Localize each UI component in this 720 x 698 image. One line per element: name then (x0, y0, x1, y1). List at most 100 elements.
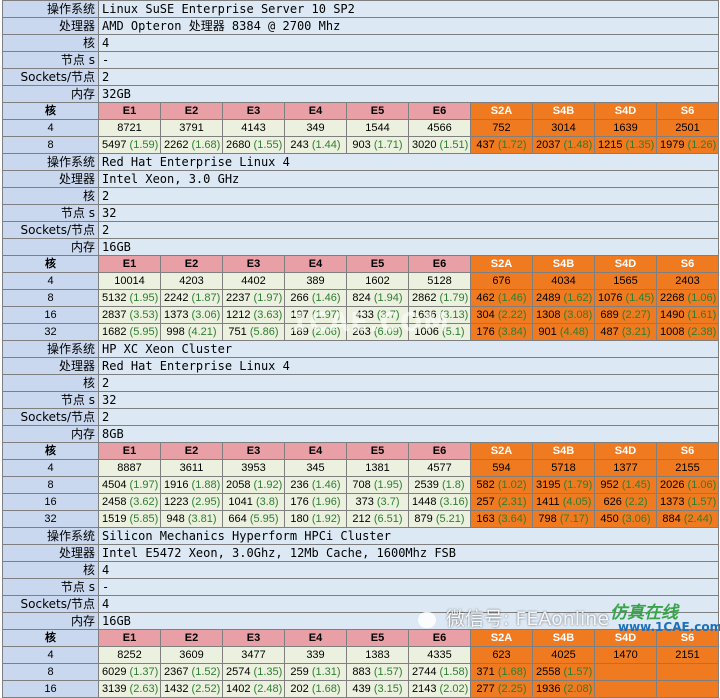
value-cell: 259 (1.31) (284, 663, 347, 681)
sockets-value: 2 (97, 408, 720, 426)
speedup-ratio: (2.08) (563, 682, 593, 695)
column-header: E6 (408, 629, 471, 647)
value-cell (594, 680, 657, 698)
value-cell: 10014 (98, 272, 161, 290)
time-value: 2837 (102, 308, 127, 321)
speedup-ratio: (3.62) (129, 495, 159, 508)
time-value: 1373 (660, 495, 685, 508)
speedup-ratio: (5.95) (129, 325, 159, 338)
core-count-cell: 4 (2, 646, 99, 664)
speedup-ratio: (1.46) (311, 478, 341, 491)
time-value: 4335 (427, 648, 452, 661)
value-cell: 1076 (1.45) (594, 289, 657, 307)
time-value: 4577 (427, 461, 452, 474)
speedup-ratio: (2.95) (191, 495, 221, 508)
time-value: 236 (290, 478, 309, 491)
time-value: 304 (476, 308, 495, 321)
time-value: 10014 (114, 274, 145, 287)
value-cell: 257 (2.31) (470, 493, 533, 511)
value-cell: 1490 (1.61) (655, 306, 720, 324)
cores-label: 核 (2, 374, 99, 392)
os-value: Silicon Mechanics Hyperform HPCi Cluster (97, 527, 720, 545)
table-row: 32 1519 (5.85) 948 (3.81) 664 (5.95) 180 (1.… (2, 510, 720, 528)
sockets-label: Sockets/节点 (2, 221, 99, 239)
speedup-ratio: (3.06) (621, 512, 651, 525)
value-cell: 2242 (1.87) (160, 289, 223, 307)
value-cell: 189 (2.06) (284, 323, 347, 341)
cpu-value: Intel E5472 Xeon, 3.0Ghz, 12Mb Cache, 16… (97, 544, 720, 562)
speedup-ratio: (3.64) (497, 512, 527, 525)
memory-label: 内存 (2, 612, 99, 630)
time-value: 1682 (102, 325, 127, 338)
value-cell: 1544 (346, 119, 409, 137)
column-header: E6 (408, 442, 471, 460)
column-header: E5 (346, 629, 409, 647)
info-row: Sockets/节点 2 (2, 68, 720, 86)
time-value: 176 (290, 495, 309, 508)
speedup-ratio: (1.61) (687, 308, 717, 321)
value-cell: 2862 (1.79) (408, 289, 471, 307)
speedup-ratio: (3.15) (373, 682, 403, 695)
time-value: 163 (476, 512, 495, 525)
speedup-ratio: (2.44) (683, 512, 713, 525)
core-count-cell: 16 (2, 493, 99, 511)
value-cell: 664 (5.95) (222, 510, 285, 528)
value-cell: 1006 (5.1) (408, 323, 471, 341)
column-header: E1 (98, 255, 161, 273)
column-header: E4 (284, 442, 347, 460)
value-cell: 1979 (1.26) (655, 136, 720, 154)
value-cell: 884 (2.44) (655, 510, 720, 528)
value-cell: 752 (470, 119, 533, 137)
sockets-value: 2 (97, 68, 720, 86)
value-cell: 1212 (3.63) (222, 306, 285, 324)
time-value: 3195 (536, 478, 561, 491)
speedup-ratio: (1.68) (497, 665, 527, 678)
time-value: 3611 (179, 461, 204, 474)
column-header: S2A (470, 102, 533, 120)
column-header: S2A (470, 442, 533, 460)
time-value: 462 (476, 291, 495, 304)
time-value: 2058 (226, 478, 251, 491)
time-value: 751 (228, 325, 247, 338)
info-row: 节点 s- (2, 51, 720, 69)
time-value: 3477 (241, 648, 266, 661)
time-value: 1212 (226, 308, 251, 321)
value-cell: 2026 (1.06) (655, 476, 720, 494)
value-cell: 439 (3.15) (346, 680, 409, 698)
cpu-label: 处理器 (2, 170, 99, 188)
speedup-ratio: (1.8) (441, 478, 465, 491)
core-count-header: 核 (2, 629, 99, 647)
speedup-ratio: (1.26) (687, 138, 717, 151)
time-value: 2403 (675, 274, 700, 287)
column-header: E3 (222, 629, 285, 647)
time-value: 176 (476, 325, 495, 338)
cores-label: 核 (2, 34, 99, 52)
time-value: 1041 (228, 495, 253, 508)
column-header: E5 (346, 102, 409, 120)
table-row: 4 8721 3791 4143 349 1544 4566 752 3014 1639 2501 (2, 119, 720, 137)
time-value: 1448 (412, 495, 437, 508)
core-count-cell: 4 (2, 459, 99, 477)
value-cell: 212 (6.51) (346, 510, 409, 528)
column-header: S4D (594, 255, 657, 273)
column-header: E3 (222, 442, 285, 460)
nodes-value: 32 (97, 391, 720, 409)
value-cell: 339 (284, 646, 347, 664)
value-cell: 1377 (594, 459, 657, 477)
cpu-label: 处理器 (2, 17, 99, 35)
time-value: 1006 (414, 325, 439, 338)
time-value: 8721 (117, 121, 142, 134)
speedup-ratio: (3.06) (191, 308, 221, 321)
value-cell: 3953 (222, 459, 285, 477)
speedup-ratio: (2.06) (311, 325, 341, 338)
time-value: 4504 (102, 478, 127, 491)
time-value: 197 (290, 308, 309, 321)
memory-value: 16GB (97, 238, 720, 256)
time-value: 1008 (660, 325, 685, 338)
speedup-ratio: (1.52) (191, 665, 221, 678)
speedup-ratio: (1.48) (563, 138, 593, 151)
value-cell: 3611 (160, 459, 223, 477)
speedup-ratio: (1.59) (129, 138, 159, 151)
speedup-ratio: (1.57) (563, 665, 593, 678)
